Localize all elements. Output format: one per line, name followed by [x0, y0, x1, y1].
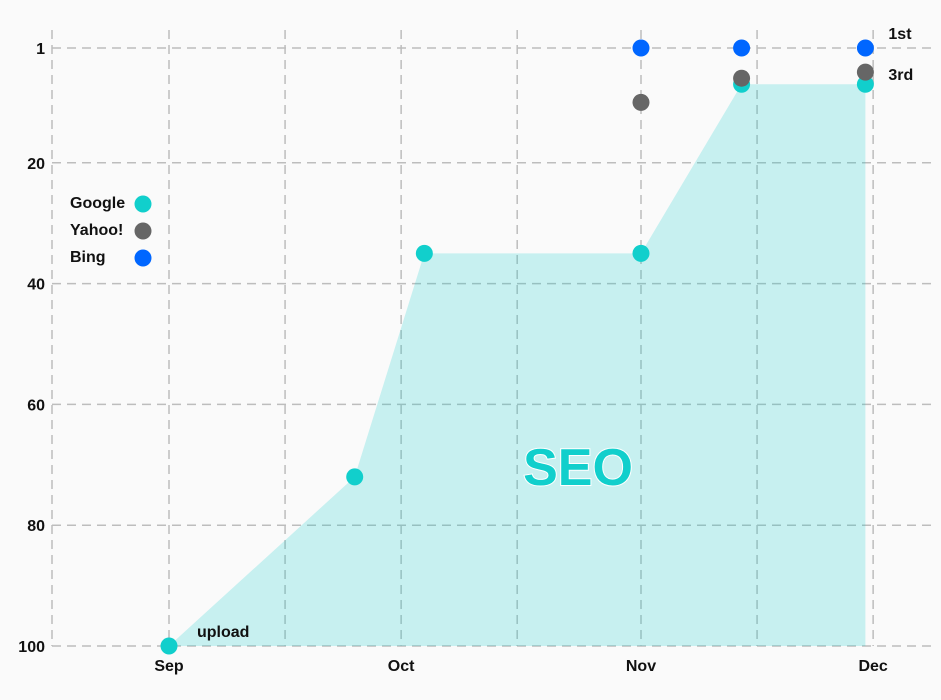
area-fill	[169, 84, 866, 646]
data-point	[632, 39, 650, 57]
data-point	[415, 244, 433, 262]
data-point	[160, 637, 178, 655]
point-annotation: 1st	[888, 26, 912, 43]
axes: 1 20 40 60 80 100 Sep Oct Nov Dec	[18, 41, 888, 675]
legend-label: Yahoo!	[70, 222, 123, 239]
point-annotation: 3rd	[888, 67, 913, 84]
annotations: upload 1st 3rd	[197, 26, 913, 641]
y-tick-label: 60	[27, 397, 45, 414]
legend-marker	[134, 249, 152, 267]
data-point	[856, 75, 874, 93]
legend-marker	[134, 195, 152, 213]
point-annotation: upload	[197, 624, 249, 641]
data-points	[160, 39, 874, 655]
grid	[51, 30, 935, 647]
data-point	[346, 468, 364, 486]
seo-watermark: SEO	[523, 439, 633, 497]
x-tick-label: Sep	[154, 658, 184, 675]
data-point	[733, 69, 751, 87]
y-tick-label: 40	[27, 277, 45, 294]
x-tick-label: Nov	[626, 658, 656, 675]
y-tick-label: 1	[36, 41, 45, 58]
legend-label: Google	[70, 195, 125, 212]
y-tick-label: 20	[27, 156, 45, 173]
data-point	[733, 39, 751, 57]
y-tick-label: 100	[18, 639, 45, 656]
data-point	[856, 63, 874, 81]
legend-marker	[134, 222, 152, 240]
x-tick-label: Oct	[388, 658, 415, 675]
area-layer	[169, 84, 866, 646]
y-tick-label: 80	[27, 518, 45, 535]
legend: Google Yahoo! Bing	[70, 195, 152, 267]
data-point	[856, 39, 874, 57]
legend-label: Bing	[70, 249, 106, 266]
data-point	[632, 93, 650, 111]
data-point	[632, 244, 650, 262]
x-tick-label: Dec	[858, 658, 887, 675]
